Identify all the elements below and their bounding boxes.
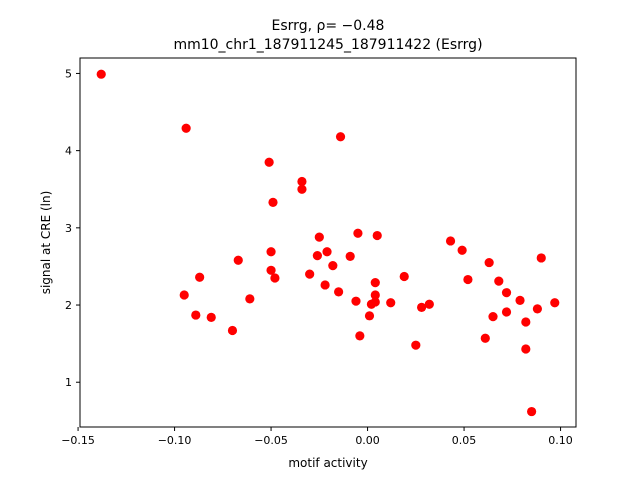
y-axis: 1 2 3 4 5 [65, 67, 80, 389]
data-point [233, 255, 243, 265]
data-point [181, 123, 191, 133]
data-point [532, 304, 543, 314]
data-point [266, 265, 276, 275]
data-point [386, 298, 396, 308]
data-point [488, 312, 498, 322]
data-point [480, 333, 490, 343]
x-axis-label: motif activity [288, 456, 367, 470]
data-point [179, 290, 189, 300]
data-point [445, 236, 456, 246]
data-point [521, 317, 531, 327]
y-tick-label: 1 [65, 376, 72, 389]
plot-frame [79, 57, 577, 428]
data-point [206, 312, 216, 322]
data-point [527, 406, 537, 417]
data-point [364, 311, 375, 321]
data-point [227, 325, 238, 336]
data-point [345, 251, 355, 261]
data-point [351, 296, 361, 306]
data-point [328, 261, 338, 271]
data-point [335, 132, 346, 142]
chart-title: Esrrg, ρ= −0.48 [272, 18, 385, 34]
x-tick-label: 0.10 [548, 434, 573, 447]
data-point [411, 340, 421, 350]
data-point [322, 247, 332, 257]
data-point [355, 331, 365, 341]
data-point [463, 274, 473, 285]
data-point [320, 280, 330, 290]
data-point [417, 302, 427, 312]
data-point [312, 251, 322, 261]
data-point [399, 271, 409, 282]
data-point [501, 307, 512, 317]
data-point [96, 69, 106, 79]
chart-subtitle: mm10_chr1_187911245_187911422 (Esrrg) [173, 37, 482, 53]
data-point [494, 276, 504, 286]
y-tick-label: 3 [65, 222, 72, 235]
data-point [297, 184, 307, 194]
data-points [96, 69, 560, 417]
data-point [353, 228, 363, 238]
y-axis-label: signal at CRE (ln) [39, 191, 53, 295]
data-point [521, 344, 531, 354]
data-point [457, 245, 467, 255]
x-tick-label: −0.05 [254, 434, 288, 447]
data-point [195, 272, 205, 282]
data-point [191, 310, 201, 320]
data-point [424, 299, 434, 309]
data-point [370, 297, 380, 307]
x-axis: −0.15 −0.10 −0.05 0.00 0.05 0.10 [61, 427, 573, 447]
x-tick-label: −0.10 [158, 434, 192, 447]
data-point [550, 298, 560, 308]
data-point [501, 288, 512, 298]
data-point [536, 253, 546, 263]
data-point [372, 230, 382, 241]
y-tick-label: 2 [65, 299, 72, 312]
data-point [484, 257, 494, 268]
data-point [270, 273, 280, 283]
x-tick-label: 0.05 [452, 434, 477, 447]
data-point [314, 232, 324, 242]
x-tick-label: 0.00 [355, 434, 380, 447]
data-point [297, 176, 307, 187]
data-point [334, 287, 344, 297]
data-point [266, 247, 276, 257]
plot-area [80, 58, 576, 427]
data-point [245, 294, 255, 304]
data-point [370, 290, 380, 300]
data-point [515, 295, 525, 305]
x-tick-label: −0.15 [61, 434, 95, 447]
data-point [264, 157, 274, 167]
data-point [305, 269, 315, 279]
data-point [268, 197, 278, 207]
data-point [370, 278, 380, 288]
y-tick-label: 4 [65, 145, 72, 158]
y-tick-label: 5 [65, 67, 72, 80]
